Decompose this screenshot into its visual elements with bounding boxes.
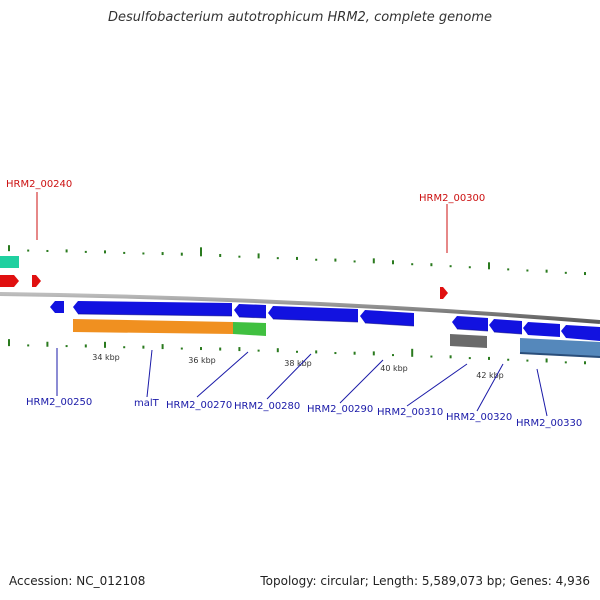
label-hrm2-00330: HRM2_00330 [516, 418, 582, 429]
reverse-gene-hrm2-00320 [489, 319, 522, 334]
genome-backbone [0, 292, 600, 324]
gc-content-ticks-upper [8, 245, 586, 276]
scale-label-36kbp: 36 kbp [188, 356, 216, 365]
scale-label-38kbp: 38 kbp [284, 359, 312, 368]
reverse-gene-hrm2-00280 [268, 306, 358, 322]
forward-gene-hrm2-00300 [440, 287, 448, 299]
reverse-gene-hrm2-00330a [523, 322, 560, 337]
label-hrm2-00250: HRM2_00250 [26, 397, 92, 408]
label-hrm2-00240: HRM2_00240 [6, 179, 72, 190]
teal-feature [0, 256, 19, 268]
label-hrm2-00280: HRM2_00280 [234, 401, 300, 412]
label-hrm2-00310: HRM2_00310 [377, 407, 443, 418]
map-title: Desulfobacterium autotrophicum HRM2, com… [107, 10, 493, 25]
forward-gene-red-1 [0, 275, 19, 287]
scale-label-42kbp: 42 kbp [476, 371, 504, 380]
label-hrm2-00300: HRM2_00300 [419, 193, 485, 204]
label-hrm2-00320: HRM2_00320 [446, 412, 512, 423]
label-hrm2-00290: HRM2_00290 [307, 404, 373, 415]
reverse-gene-malt [73, 301, 232, 316]
steel-feature [520, 338, 600, 357]
scale-label-34kbp: 34 kbp [92, 353, 120, 362]
label-hrm2-00270: HRM2_00270 [166, 400, 232, 411]
reverse-gene-hrm2-00330b [561, 325, 600, 341]
genome-summary-text: Topology: circular; Length: 5,589,073 bp… [260, 574, 590, 588]
scale-label-40kbp: 40 kbp [380, 364, 408, 373]
reverse-gene-hrm2-00290 [360, 310, 414, 326]
orange-feature [73, 319, 233, 334]
reverse-gene-hrm2-00310 [452, 316, 488, 331]
label-malt: malT [134, 398, 160, 409]
reverse-gene-hrm2-00270 [234, 304, 266, 318]
grey-feature [450, 334, 487, 348]
reverse-gene-hrm2-00250 [50, 301, 64, 313]
steel-feature-edge [519, 352, 600, 358]
forward-gene-red-2 [32, 275, 41, 287]
gc-content-ticks-lower [8, 339, 586, 365]
green-feature [233, 322, 266, 336]
accession-text: Accession: NC_012108 [9, 574, 146, 588]
